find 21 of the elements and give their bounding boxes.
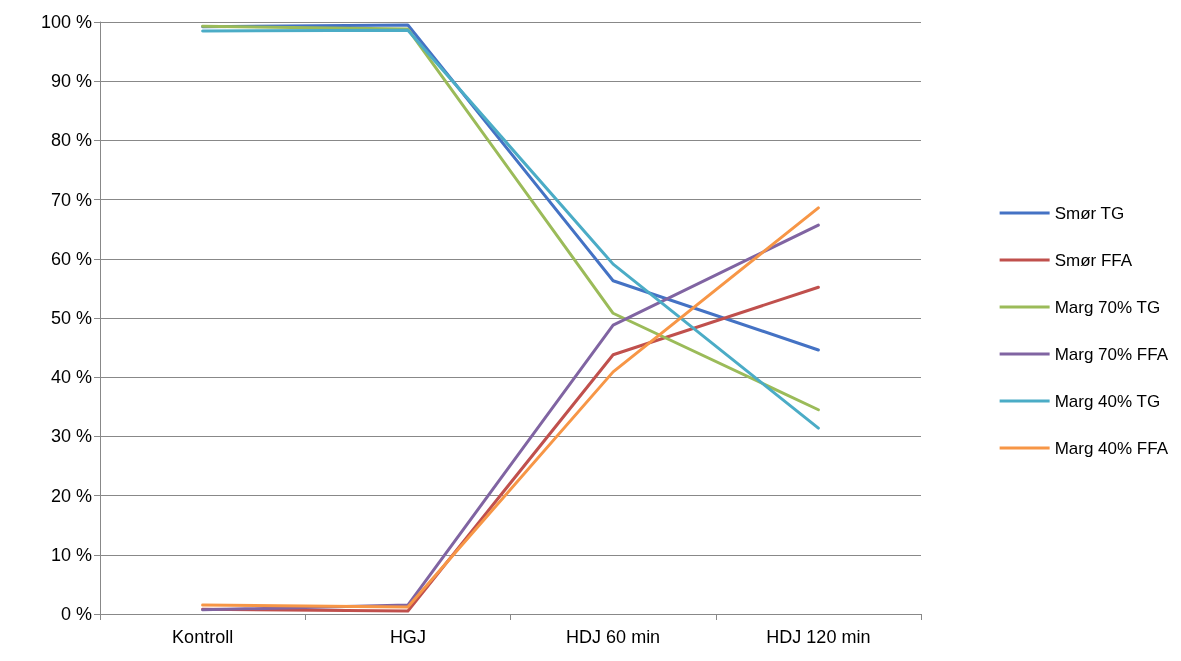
legend-label: Smør FFA — [1054, 250, 1133, 270]
legend-label: Marg 70% TG — [1054, 297, 1161, 317]
y-tick-label: 90 % — [50, 71, 92, 92]
y-tick-label: 100 % — [40, 12, 92, 32]
y-tick-label: 50 % — [50, 308, 92, 328]
x-tick-label: HGJ — [389, 627, 426, 647]
legend-label: Smør TG — [1054, 203, 1125, 223]
x-tick-label: Kontroll — [172, 627, 234, 647]
legend-label: Marg 40% FFA — [1054, 438, 1169, 458]
y-tick-label: 70 % — [50, 189, 92, 210]
y-tick-label: 80 % — [50, 130, 92, 151]
y-tick-label: 10 % — [50, 544, 92, 565]
y-tick-label: 30 % — [50, 426, 92, 447]
legend-label: Marg 70% FFA — [1054, 344, 1169, 364]
y-tick-label: 20 % — [50, 485, 92, 506]
legend-label: Marg 40% TG — [1054, 391, 1161, 411]
y-tick-label: 40 % — [50, 367, 92, 388]
y-tick-label: 60 % — [50, 248, 92, 269]
y-tick-label: 0 % — [60, 604, 92, 624]
x-tick-label: HDJ 60 min — [566, 627, 661, 647]
x-tick-label: HDJ 120 min — [766, 627, 871, 647]
